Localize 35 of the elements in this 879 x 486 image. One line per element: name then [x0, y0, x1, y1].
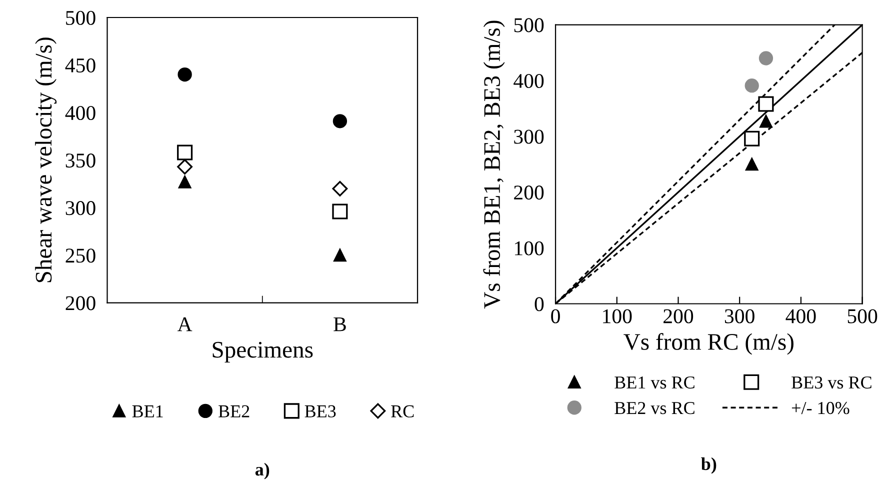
legend-label: BE3 [304, 405, 336, 418]
y-tick-label: 0 [534, 297, 544, 312]
legend-label: +/- 10% [792, 402, 850, 414]
y-tick-label: 350 [66, 154, 96, 168]
y-tick-label: 500 [514, 18, 544, 32]
y-axis-title: Shear wave velocity (m/s) [35, 38, 57, 282]
x-tick-label: 200 [664, 309, 694, 324]
legend-label: RC [391, 405, 414, 418]
legend-label: BE1 vs RC [614, 376, 694, 389]
y-axis-title: Vs from BE1, BE2, BE3 (m/s) [483, 20, 505, 309]
y-tick-label: 200 [514, 186, 544, 200]
x-axis-title: Specimens [212, 342, 313, 363]
x-tick-label: 100 [603, 309, 632, 324]
x-tick-label: 400 [786, 309, 816, 324]
y-tick-label: 300 [66, 201, 96, 216]
legend-label: BE3 vs RC [792, 376, 872, 389]
x-tick-label: 0 [551, 309, 560, 324]
y-tick-label: 450 [65, 58, 96, 72]
text: b) [701, 457, 716, 474]
x-tick-label: 300 [724, 309, 754, 324]
y-tick-label: 200 [66, 296, 96, 310]
y-tick-label: 400 [514, 74, 544, 88]
y-tick-label: 100 [515, 241, 544, 256]
legend-label: BE2 [218, 405, 250, 418]
x-tick-label: A [177, 317, 192, 332]
x-axis-title: Vs from RC (m/s) [624, 333, 794, 355]
y-tick-label: 300 [514, 130, 544, 144]
y-tick-label: 400 [65, 106, 96, 120]
text: a) [255, 462, 270, 480]
legend-label: BE2 vs RC [614, 402, 694, 414]
legend-label: BE1 [132, 405, 163, 418]
x-tick-label: 500 [848, 309, 878, 324]
x-tick-label: B [334, 317, 346, 332]
y-tick-label: 250 [66, 248, 96, 263]
y-tick-label: 500 [66, 10, 96, 25]
